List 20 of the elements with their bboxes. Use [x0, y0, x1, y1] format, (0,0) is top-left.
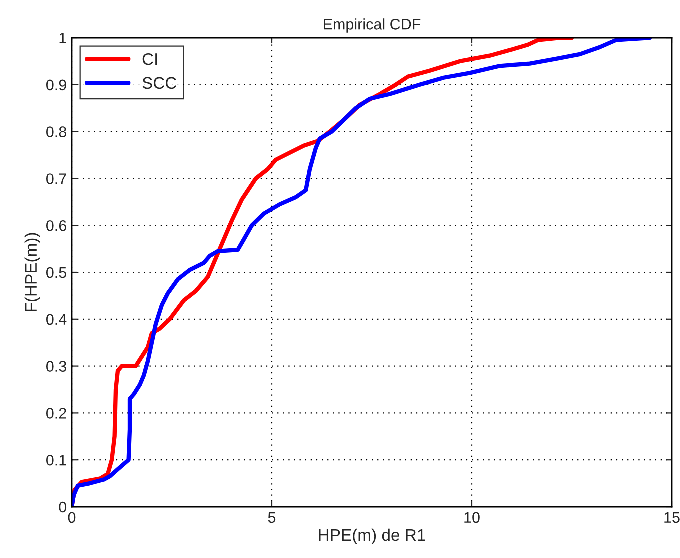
x-tick-label: 5 [268, 512, 276, 524]
x-tick-label: 15 [664, 512, 680, 524]
x-tick-label: 10 [464, 512, 480, 524]
y-tick-label: 0.2 [46, 408, 66, 419]
y-tick-label: 0.8 [46, 126, 66, 138]
y-tick-label: 0.6 [46, 220, 66, 232]
legend-label: SCC [142, 77, 177, 90]
y-tick-label: 0.1 [46, 454, 66, 466]
chart-title: Empirical CDF [324, 18, 421, 33]
y-axis-title: F(HPE(m)) [24, 233, 40, 312]
y-tick-label: 0 [59, 502, 67, 513]
legend-label: CI [142, 53, 158, 66]
y-tick-label: 0.7 [46, 174, 66, 184]
y-tick-label: 0.5 [46, 267, 66, 278]
y-tick-label: 0.4 [46, 314, 67, 326]
x-axis-title: HPE(m) de R1 [319, 528, 426, 544]
y-tick-label: 0.9 [46, 80, 66, 91]
x-tick-label: 0 [68, 512, 76, 524]
y-tick-label: 0.3 [46, 361, 66, 372]
y-tick-label: 1 [60, 33, 66, 44]
